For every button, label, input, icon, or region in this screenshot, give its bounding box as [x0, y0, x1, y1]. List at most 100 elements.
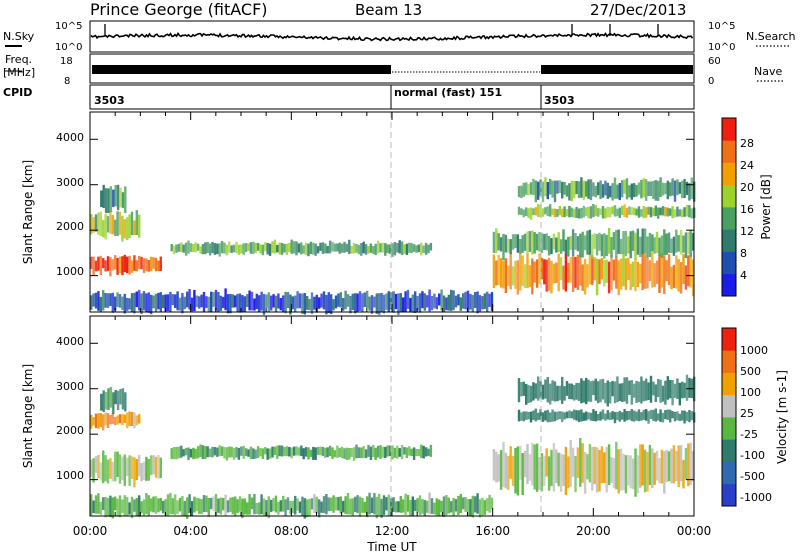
heatmap-cell — [241, 295, 244, 313]
heatmap-cell — [109, 257, 112, 277]
heatmap-cell — [541, 208, 545, 217]
heatmap-cell — [499, 237, 503, 252]
heatmap-cell — [94, 214, 98, 232]
heatmap-cell — [633, 207, 636, 216]
heatmap-cell — [635, 208, 638, 216]
heatmap-cell — [606, 182, 609, 199]
heatmap-cell — [610, 254, 613, 291]
heatmap-cell — [372, 246, 375, 254]
heatmap-cell — [563, 182, 566, 195]
heatmap-cell — [114, 451, 117, 482]
heatmap-cell — [218, 445, 221, 457]
heatmap-cell — [523, 450, 527, 478]
heatmap-cell — [540, 257, 544, 280]
heatmap-cell — [442, 496, 446, 517]
heatmap-cell — [619, 238, 623, 255]
heatmap-cell — [667, 232, 671, 253]
power-ytick-4000: 4000 — [56, 131, 84, 144]
heatmap-cell — [541, 181, 545, 203]
heatmap-cell — [104, 497, 107, 518]
xlabel: Time UT — [366, 540, 417, 554]
heatmap-cell — [200, 294, 203, 308]
heatmap-cell — [641, 253, 644, 291]
heatmap-cell — [102, 258, 105, 269]
heatmap-cell — [654, 180, 657, 201]
heatmap-cell — [570, 411, 573, 419]
heatmap-cell — [336, 243, 339, 252]
heatmap-cell — [162, 294, 165, 309]
heatmap-cell — [318, 297, 321, 309]
heatmap-cell — [324, 447, 327, 458]
heatmap-cell — [237, 447, 241, 460]
heatmap-cell — [92, 293, 95, 307]
heatmap-cell — [659, 409, 662, 422]
heatmap-cell — [574, 233, 577, 250]
heatmap-cell — [483, 500, 486, 515]
heatmap-cell — [271, 446, 274, 458]
heatmap-cell — [634, 448, 637, 497]
heatmap-cell — [375, 496, 378, 519]
heatmap-cell — [320, 293, 323, 308]
heatmap-cell — [418, 495, 422, 515]
heatmap-cell — [94, 292, 98, 309]
heatmap-cell — [138, 414, 141, 424]
heatmap-cell — [241, 498, 244, 518]
heatmap-cell — [123, 454, 126, 487]
heatmap-cell — [585, 377, 588, 405]
heatmap-cell — [116, 498, 119, 517]
heatmap-cell — [218, 243, 221, 257]
heatmap-cell — [474, 496, 477, 513]
heatmap-cell — [176, 500, 179, 514]
heatmap-cell — [424, 447, 428, 457]
power-ytick-1000: 1000 — [56, 265, 84, 278]
heatmap-cell — [313, 296, 316, 310]
heatmap-cell — [152, 455, 155, 475]
heatmap-cell — [230, 245, 233, 253]
heatmap-cell — [350, 246, 353, 254]
heatmap-cell — [616, 412, 619, 421]
heatmap-cell — [292, 446, 296, 456]
heatmap-cell — [677, 259, 680, 292]
power-cbar-tick-20: 20 — [740, 181, 754, 194]
heatmap-cell — [366, 496, 369, 518]
heatmap-cell — [420, 242, 423, 256]
heatmap-cell — [124, 186, 127, 214]
heatmap-cell — [450, 289, 453, 311]
heatmap-cell — [599, 411, 602, 421]
heatmap-cell — [651, 448, 654, 488]
heatmap-cell — [111, 259, 114, 271]
heatmap-cell — [442, 295, 446, 313]
heatmap-cell — [114, 185, 117, 207]
heatmap-cell — [354, 496, 357, 513]
heatmap-cell — [348, 239, 351, 254]
heatmap-cell — [104, 455, 107, 482]
heatmap-cell — [217, 292, 220, 312]
heatmap-cell — [259, 244, 262, 254]
heatmap-cell — [563, 412, 566, 420]
heatmap-cell — [522, 182, 525, 197]
heatmap-cell — [605, 259, 608, 283]
heatmap-cell — [346, 493, 350, 515]
heatmap-cell — [312, 446, 315, 460]
heatmap-cell — [259, 447, 262, 457]
heatmap-cell — [527, 184, 530, 196]
heatmap-cell — [332, 495, 335, 513]
heatmap-cell — [222, 498, 225, 511]
heatmap-cell — [575, 206, 578, 218]
colorbar-swatch — [722, 461, 736, 485]
heatmap-cell — [622, 231, 625, 254]
heatmap-cell — [386, 445, 389, 457]
heatmap-cell — [546, 377, 549, 403]
heatmap-cell — [583, 452, 587, 494]
heatmap-cell — [130, 456, 134, 479]
heatmap-cell — [121, 414, 124, 426]
heatmap-cell — [152, 295, 155, 309]
heatmap-cell — [611, 380, 614, 397]
heatmap-cell — [208, 243, 212, 256]
heatmap-cell — [587, 179, 590, 199]
heatmap-cell — [544, 410, 547, 421]
heatmap-cell — [114, 296, 117, 311]
heatmap-cell — [564, 446, 568, 496]
heatmap-cell — [593, 233, 596, 249]
heatmap-cell — [516, 260, 520, 295]
